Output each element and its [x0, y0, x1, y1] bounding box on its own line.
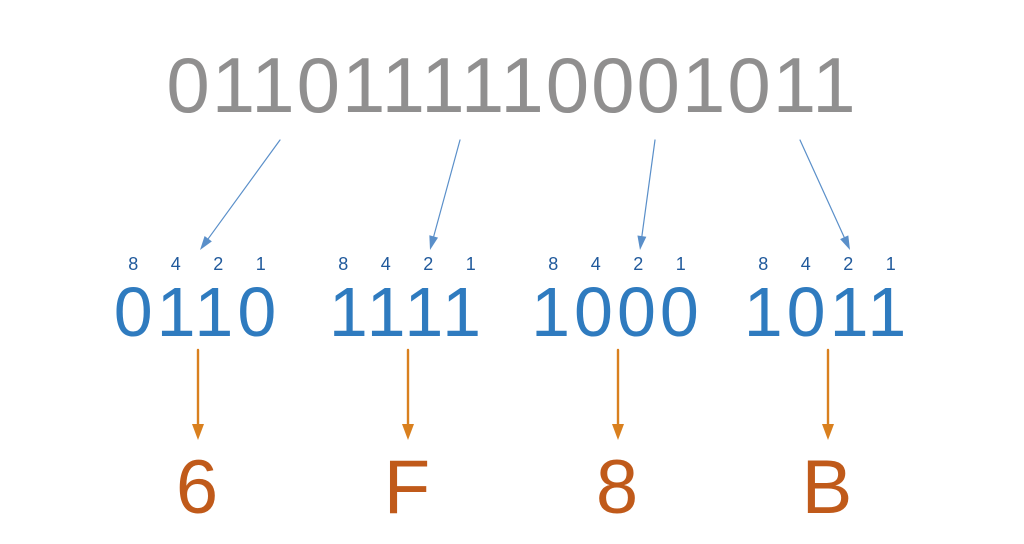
split-arrow — [637, 140, 655, 250]
split-arrow — [429, 140, 460, 250]
split-arrow — [800, 140, 850, 250]
bit-weight: 8 — [128, 254, 138, 275]
bit-weights: 8 4 2 1 — [742, 254, 912, 275]
hex-digit: 6 — [92, 450, 302, 526]
bit-weight: 2 — [633, 254, 643, 275]
convert-arrow — [612, 350, 624, 440]
bit-weight: 8 — [758, 254, 768, 275]
bit-weight: 8 — [338, 254, 348, 275]
bit-weight: 2 — [423, 254, 433, 275]
bit-weight: 4 — [381, 254, 391, 275]
nibble-bits: 1011 — [722, 277, 932, 347]
nibble-group: 8 4 2 1 0110 — [92, 254, 302, 347]
bit-weights: 8 4 2 1 — [532, 254, 702, 275]
bit-weights: 8 4 2 1 — [322, 254, 492, 275]
bit-weight: 1 — [886, 254, 896, 275]
hex-digit: B — [722, 450, 932, 526]
nibble-bits: 1000 — [512, 277, 722, 347]
convert-arrow — [822, 350, 834, 440]
nibble-row: 8 4 2 1 0110 8 4 2 1 1111 8 4 2 1 — [0, 254, 1024, 347]
hex-row: 6 F 8 B — [0, 450, 1024, 526]
split-arrow — [200, 140, 280, 250]
bit-weight: 2 — [843, 254, 853, 275]
diagram-canvas: 0110111110001011 8 4 2 1 0110 8 4 2 1 11… — [0, 0, 1024, 544]
nibble-group: 8 4 2 1 1011 — [722, 254, 932, 347]
hex-digit: 8 — [512, 450, 722, 526]
bit-weight: 1 — [256, 254, 266, 275]
bit-weight: 1 — [676, 254, 686, 275]
bit-weight: 4 — [801, 254, 811, 275]
full-binary-string: 0110111110001011 — [0, 40, 1024, 131]
convert-arrow — [402, 350, 414, 440]
nibble-bits: 1111 — [302, 277, 512, 347]
bit-weight: 2 — [213, 254, 223, 275]
nibble-group: 8 4 2 1 1000 — [512, 254, 722, 347]
bit-weights: 8 4 2 1 — [112, 254, 282, 275]
convert-arrow — [192, 350, 204, 440]
bit-weight: 4 — [591, 254, 601, 275]
bit-weight: 1 — [466, 254, 476, 275]
nibble-group: 8 4 2 1 1111 — [302, 254, 512, 347]
bit-weight: 4 — [171, 254, 181, 275]
hex-digit: F — [302, 450, 512, 526]
nibble-bits: 0110 — [92, 277, 302, 347]
bit-weight: 8 — [548, 254, 558, 275]
